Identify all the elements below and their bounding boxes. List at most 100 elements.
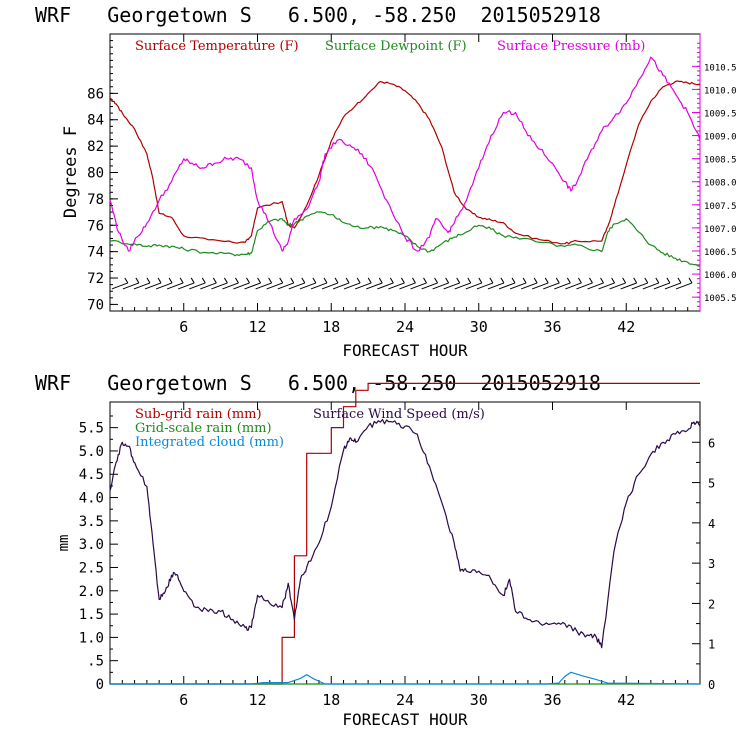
wind-barb-flag <box>445 277 450 284</box>
wind-barb-flag <box>611 277 616 284</box>
wind-barb-staff <box>189 282 206 290</box>
wind-barb-staff <box>255 282 272 290</box>
wind-barb <box>166 277 184 290</box>
top-x-tick-label: 24 <box>396 318 414 336</box>
wind-barb <box>509 277 527 290</box>
wind-barb-flag <box>511 277 516 284</box>
subgrid-rain-line <box>110 382 700 685</box>
wind-barb-flag <box>622 277 627 284</box>
wind-barb <box>332 277 350 290</box>
wind-barb-flag <box>423 277 427 284</box>
wind-barb <box>299 277 317 290</box>
wind-barb-staff <box>222 282 239 290</box>
bottom-y2-tick-label: 3 <box>708 557 715 571</box>
wind-barb-flag <box>434 277 439 284</box>
wind-barb-staff <box>332 282 350 290</box>
wind-barb-staff <box>609 282 626 290</box>
top-y2-tick-label: 1007.5 <box>704 202 737 212</box>
bottom-x-tick-label: 36 <box>543 691 561 709</box>
wind-barb-staff <box>366 282 383 290</box>
wind-barb-flag <box>478 277 483 284</box>
wind-barb-flag <box>179 277 184 284</box>
wind-barb <box>465 277 483 290</box>
wind-barb-flag <box>367 277 372 284</box>
wind-barb <box>255 277 273 290</box>
wind-barb-staff <box>443 282 460 290</box>
bottom-y-tick-label: 4.5 <box>79 467 104 483</box>
wind-barb-flag <box>600 277 604 284</box>
wind-barb-staff <box>288 282 306 290</box>
wind-barb <box>133 277 151 290</box>
wind-barb-staff <box>388 282 405 290</box>
wind-barb-staff <box>565 282 582 290</box>
wind-barb-staff <box>321 282 339 290</box>
bottom-x-axis-label: FORECAST HOUR <box>342 710 468 729</box>
wind-barb-flag <box>223 277 228 284</box>
wind-barb-flag <box>257 277 262 284</box>
wind-barb <box>233 277 250 290</box>
wind-barb <box>244 277 262 290</box>
top-y2-tick-label: 1007.0 <box>704 225 737 235</box>
wind-barb-flag <box>412 277 416 284</box>
wind-barb <box>321 277 339 290</box>
wind-barb-staff <box>465 282 483 290</box>
wind-barb-flag <box>566 277 571 284</box>
wind-barb-flag <box>235 277 239 284</box>
wind-barb-staff <box>111 282 129 290</box>
wind-barb-staff <box>675 282 693 290</box>
wind-barb <box>520 277 538 290</box>
wind-barb <box>642 277 660 290</box>
top-y-axis-label: Degrees F <box>61 126 81 218</box>
wind-barb-flag <box>135 277 140 284</box>
surface-wind-speed-line <box>109 418 701 649</box>
surface-pressure-line <box>109 56 701 252</box>
integrated-cloud-line <box>110 671 701 685</box>
wind-barb-staff <box>410 282 427 290</box>
wind-barb-staff <box>399 282 416 290</box>
wind-barb-staff <box>343 282 361 290</box>
wind-barb-flag <box>688 277 693 284</box>
wind-barb <box>443 277 461 290</box>
wind-barb <box>565 277 582 290</box>
wind-barb-flag <box>389 277 394 284</box>
wind-barb-staff <box>200 282 217 290</box>
wind-barb-staff <box>299 282 317 290</box>
wind-barb <box>609 277 627 290</box>
wind-barb <box>211 277 228 290</box>
bottom-y-tick-label: 0 <box>96 677 104 693</box>
wind-barb <box>266 277 284 290</box>
top-x-tick-label: 30 <box>470 318 488 336</box>
wind-barb-staff <box>233 282 250 290</box>
wind-barb-flag <box>201 277 206 284</box>
bottom-y2-tick-label: 2 <box>708 597 715 611</box>
wind-barb-flag <box>644 277 649 284</box>
wind-barb <box>543 277 560 290</box>
wind-barb-flag <box>301 277 306 284</box>
wind-barb-flag <box>268 277 273 284</box>
wind-barb <box>343 277 361 290</box>
top-y2-tick-label: 1009.0 <box>704 133 737 143</box>
wind-barb-flag <box>555 277 560 284</box>
top-y-tick-label: 74 <box>87 245 104 261</box>
wind-barb <box>288 277 306 290</box>
top-y-tick-label: 82 <box>87 139 104 155</box>
top-y-tick-label: 86 <box>87 86 104 102</box>
wind-barb-flag <box>345 277 350 284</box>
wind-barb-flag <box>544 277 549 284</box>
bottom-panel: WRF Georgetown S 6.500, -58.250 20150529… <box>35 371 715 729</box>
wind-barb <box>111 277 129 290</box>
wind-barb-flag <box>312 277 317 284</box>
wind-barb-flag <box>190 277 195 284</box>
top-y-tick-label: 72 <box>87 271 104 287</box>
wind-barb-staff <box>554 282 571 290</box>
bottom-y2-tick-label: 5 <box>708 477 715 491</box>
bottom-y-tick-label: 4.0 <box>79 491 104 507</box>
top-y-tick-label: 84 <box>87 113 104 129</box>
wind-barb-flag <box>334 277 339 284</box>
wind-barb-staff <box>155 282 173 290</box>
legend-grid-scale-rain: Grid-scale rain (mm) <box>135 421 272 436</box>
wind-barb <box>532 277 549 290</box>
wind-barb-flag <box>146 277 151 284</box>
